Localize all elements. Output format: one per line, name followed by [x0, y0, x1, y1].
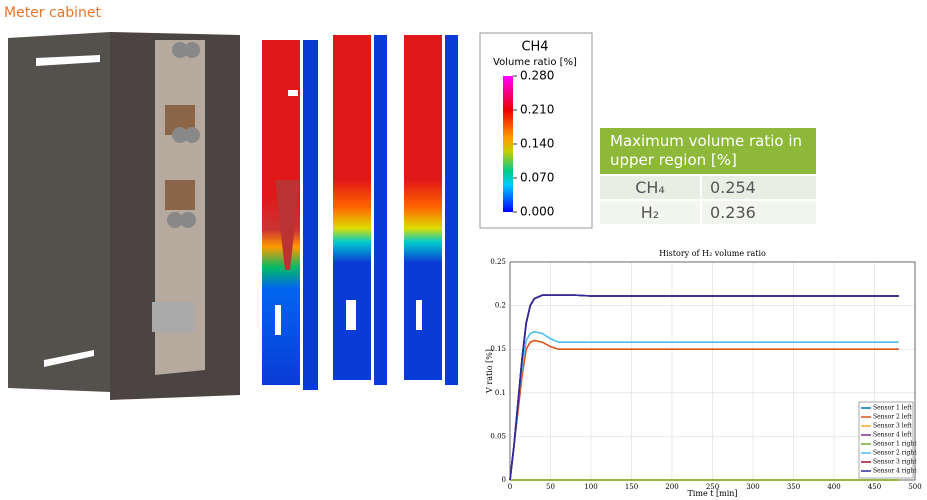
table-cell: CH₄ [600, 176, 700, 199]
legend-label: Sensor 1 right [873, 441, 917, 448]
x-tick-label: 400 [827, 483, 840, 491]
colorbar-tick-label: 0.210 [520, 103, 554, 117]
series-line [510, 340, 899, 480]
legend-label: Sensor 4 right [873, 468, 917, 475]
y-tick-label: 0 [502, 476, 506, 484]
series-line [510, 295, 899, 480]
x-tick-label: 300 [746, 483, 759, 491]
colorbar-tick-label: 0.070 [520, 171, 554, 185]
colorbar-tick-label: 0.280 [520, 69, 554, 83]
series-line [510, 295, 899, 480]
y-axis-label: V ratio [%] [485, 349, 494, 394]
page: Meter cabinet CH4 Volume ratio [%] 0.280… [0, 0, 927, 500]
table-title: Maximum volume ratio in upper region [%] [600, 128, 816, 174]
legend-label: Sensor 2 right [873, 450, 917, 457]
contour-1 [262, 40, 318, 390]
legend-label: Sensor 2 left [873, 414, 912, 421]
legend-label: Sensor 3 left [873, 423, 912, 430]
component [165, 180, 195, 210]
y-tick-label: 0.2 [495, 302, 506, 310]
series-line [510, 295, 899, 480]
y-tick-label: 0.15 [490, 345, 506, 353]
x-tick-label: 450 [868, 483, 881, 491]
series-line [510, 295, 899, 480]
x-tick-label: 200 [665, 483, 678, 491]
x-tick-label: 250 [706, 483, 719, 491]
colorbar-title: CH4 [521, 40, 548, 55]
cabinet-door [8, 32, 110, 392]
chart-title: History of H₂ volume ratio [659, 249, 766, 258]
table-cell: 0.254 [702, 176, 816, 199]
x-tick-label: 350 [787, 483, 800, 491]
legend-label: Sensor 1 left [873, 405, 912, 412]
scene: Meter cabinet CH4 Volume ratio [%] 0.280… [0, 0, 927, 500]
legend-label: Sensor 4 left [873, 432, 912, 439]
table-cell: 0.236 [702, 201, 816, 224]
contour-2 [333, 35, 387, 385]
x-tick-label: 0 [508, 483, 512, 491]
x-tick-label: 100 [584, 483, 597, 491]
colorbar-tick-label: 0.140 [520, 137, 554, 151]
y-tick-label: 0.1 [495, 389, 506, 397]
table-cell: H₂ [600, 201, 700, 224]
series-line [510, 332, 899, 480]
colorbar [503, 76, 513, 212]
x-tick-label: 50 [546, 483, 555, 491]
header-title: Meter cabinet [4, 5, 102, 21]
legend-label: Sensor 3 right [873, 459, 917, 466]
x-tick-label: 500 [908, 483, 921, 491]
colorbar-subtitle: Volume ratio [%] [493, 57, 577, 68]
x-tick-label: 150 [625, 483, 638, 491]
contour-3 [404, 35, 458, 385]
y-tick-label: 0.05 [490, 432, 506, 440]
y-tick-label: 0.25 [490, 258, 506, 266]
colorbar-tick-label: 0.000 [520, 205, 554, 219]
